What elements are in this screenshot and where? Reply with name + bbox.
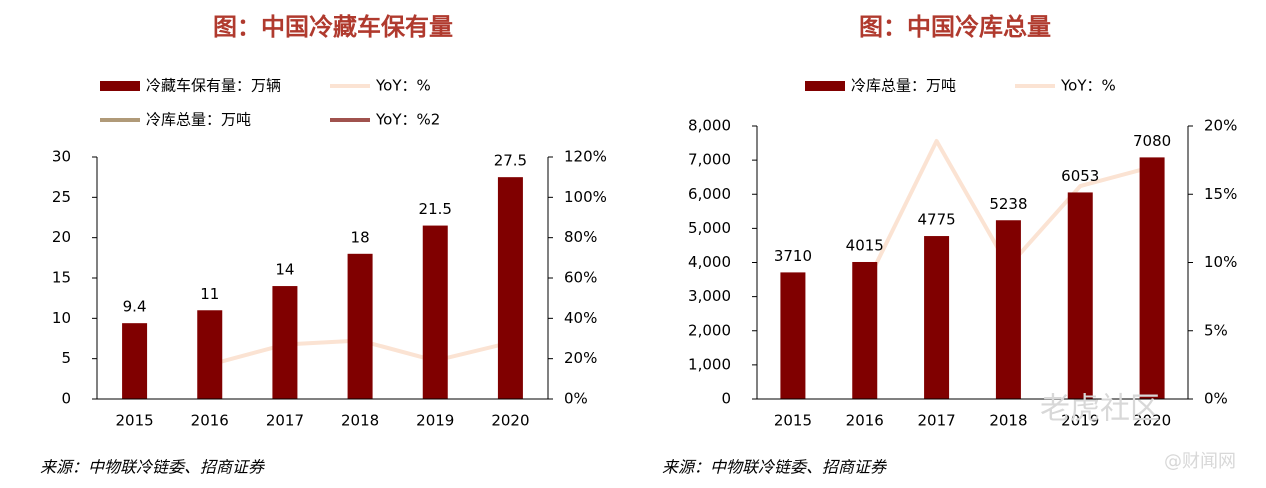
bar [347, 253, 373, 399]
x-tick-label: 2017 [917, 412, 955, 430]
source: 来源：中物联冷链委、招商证券 [662, 458, 888, 477]
y2-tick-label: 0% [1204, 390, 1228, 408]
value-label: 21.5 [419, 200, 452, 218]
y2-tick-label: 10% [1204, 253, 1237, 271]
y2-tick-label: 5% [1204, 321, 1228, 339]
y2-tick-label: 60% [564, 269, 597, 287]
y-tick-label: 30 [52, 148, 71, 166]
value-label: 9.4 [123, 298, 147, 316]
source: 来源：中物联冷链委、招商证券 [40, 458, 266, 477]
watermark: @财闻网 [1164, 451, 1236, 472]
value-label: 4015 [846, 236, 884, 254]
y-tick-label: 15 [52, 269, 71, 287]
legend-swatch [805, 81, 845, 91]
x-tick-label: 2016 [191, 412, 229, 430]
y2-tick-label: 20% [1204, 117, 1237, 135]
bar [1139, 157, 1165, 399]
x-tick-label: 2020 [491, 412, 529, 430]
value-label: 11 [200, 285, 219, 303]
y2-tick-label: 40% [564, 309, 597, 327]
x-tick-label: 2020 [1133, 412, 1171, 430]
y-tick-label: 1,000 [688, 355, 731, 373]
y2-tick-label: 100% [564, 188, 607, 206]
legend-label: 冷藏车保有量：万辆 [146, 77, 281, 95]
x-tick-label: 2019 [1061, 412, 1099, 430]
bar [852, 261, 878, 399]
value-label: 18 [351, 228, 370, 246]
value-label: 5238 [989, 195, 1027, 213]
value-label: 14 [275, 261, 294, 279]
x-tick-label: 2015 [115, 412, 153, 430]
chart-title: 图：中国冷藏车保有量 [213, 13, 453, 41]
x-tick-label: 2015 [774, 412, 812, 430]
y-tick-label: 5,000 [688, 219, 731, 237]
y-tick-label: 3,000 [688, 287, 731, 305]
bar [780, 272, 806, 399]
y-tick-label: 0 [721, 390, 731, 408]
legend-label: YoY：% [1060, 77, 1116, 95]
legend-swatch [100, 81, 140, 91]
y2-tick-label: 0% [564, 390, 588, 408]
y-tick-label: 25 [52, 188, 71, 206]
watermark: 老虎社区 [1040, 392, 1160, 427]
value-label: 7080 [1133, 132, 1171, 150]
y-tick-label: 20 [52, 228, 71, 246]
y-tick-label: 2,000 [688, 321, 731, 339]
y-tick-label: 5 [61, 349, 71, 367]
bar [995, 220, 1021, 399]
bar [924, 236, 950, 399]
y2-tick-label: 20% [564, 349, 597, 367]
x-tick-label: 2018 [989, 412, 1027, 430]
chart-title: 图：中国冷库总量 [859, 13, 1051, 41]
y-tick-label: 6,000 [688, 185, 731, 203]
value-label: 4775 [917, 211, 955, 229]
y-tick-label: 0 [61, 390, 71, 408]
y-tick-label: 7,000 [688, 151, 731, 169]
value-label: 6053 [1061, 167, 1099, 185]
y2-tick-label: 15% [1204, 185, 1237, 203]
x-tick-label: 2018 [341, 412, 379, 430]
bar [272, 286, 298, 399]
legend-label: YoY：%2 [375, 111, 440, 129]
legend-label: 冷库总量：万吨 [851, 77, 956, 95]
bar [497, 177, 523, 399]
bar [1067, 192, 1093, 399]
y-tick-label: 8,000 [688, 117, 731, 135]
y-tick-label: 4,000 [688, 253, 731, 271]
bar [122, 323, 148, 399]
y2-tick-label: 120% [564, 148, 607, 166]
value-label: 27.5 [494, 152, 527, 170]
y2-tick-label: 80% [564, 228, 597, 246]
bar [197, 310, 223, 399]
x-tick-label: 2016 [846, 412, 884, 430]
x-tick-label: 2019 [416, 412, 454, 430]
bar [422, 225, 448, 399]
legend-label: 冷库总量：万吨 [146, 111, 251, 129]
y-tick-label: 10 [52, 309, 71, 327]
legend-label: YoY：% [375, 77, 431, 95]
value-label: 3710 [774, 247, 812, 265]
x-tick-label: 2017 [266, 412, 304, 430]
